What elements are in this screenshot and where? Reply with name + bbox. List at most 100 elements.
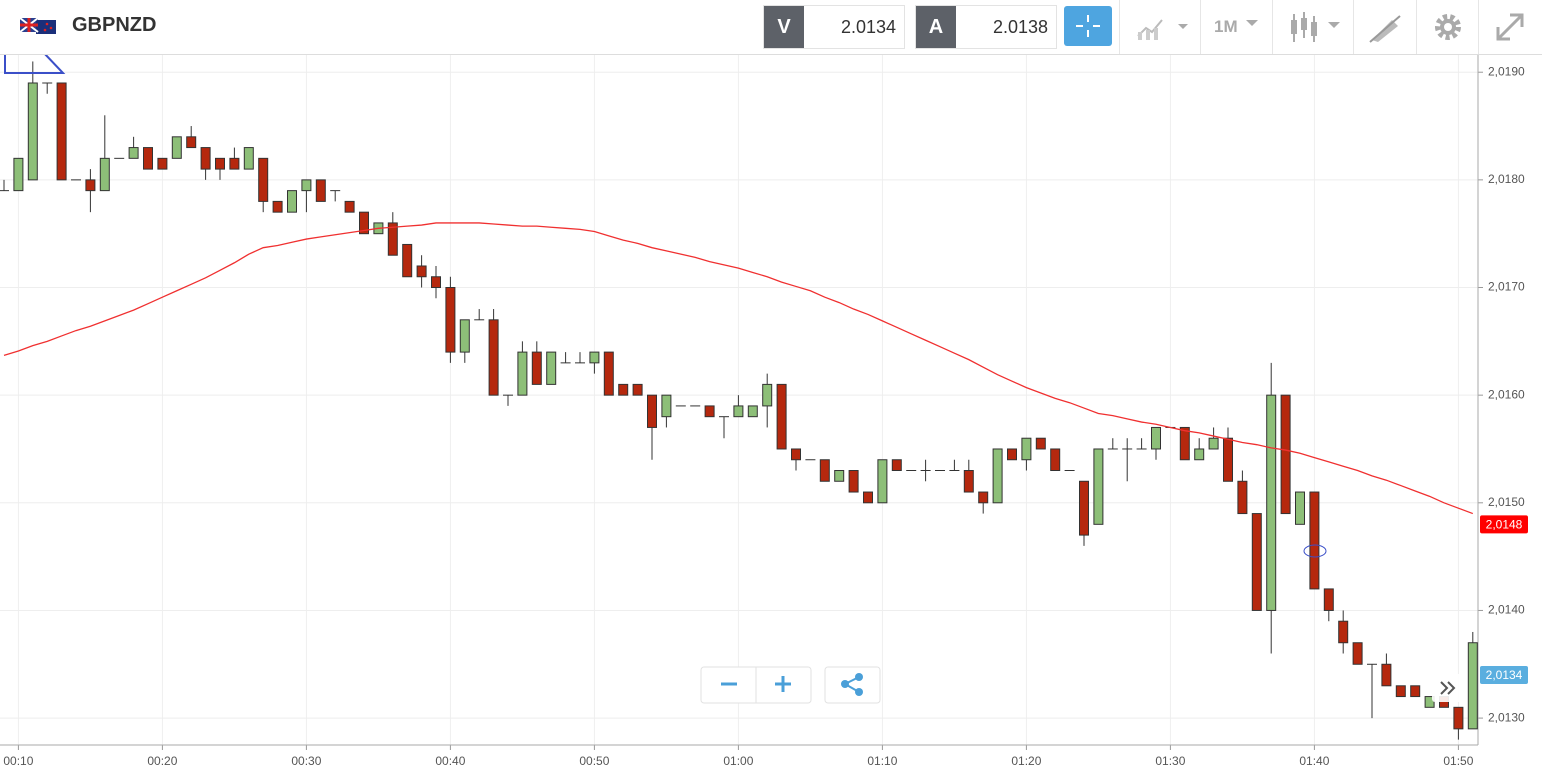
candle-body [157,157,168,170]
fullscreen-button[interactable] [1490,7,1530,47]
y-tick-label: 2,0180 [1488,172,1525,186]
candle-body [819,459,830,482]
candle-body [632,383,643,396]
x-tick-label: 01:20 [1011,754,1041,768]
moving-average-line [3,222,1474,515]
sell-quote[interactable]: V 2.0134 [763,5,905,49]
drawn-ellipse [1303,544,1327,558]
candle-body [171,136,182,159]
candle-body [1079,480,1089,536]
candle-body [733,405,744,418]
candle-body [531,351,542,385]
candle-body [13,157,24,192]
draw-button[interactable] [1366,8,1406,48]
candle-body [1323,588,1334,611]
candle-body [834,470,845,482]
separator [1272,0,1273,54]
symbol: GBPNZD [72,14,157,36]
x-tick-label: 01:50 [1443,754,1473,768]
price-tag [1480,515,1528,534]
candle-body [1223,437,1233,482]
candle-body [27,82,38,181]
candle-body [589,351,600,364]
crosshair-button[interactable] [1064,6,1112,46]
candle-body [1424,696,1435,708]
chevron [1440,681,1449,695]
candle-body [747,405,758,418]
candle-body [128,147,139,159]
candle-body [1309,491,1320,590]
x-tick-label: 00:40 [435,754,465,768]
zoom-in-button[interactable] [775,676,791,692]
candle-body [56,82,67,181]
chart-type-button[interactable] [1132,8,1192,48]
candle-body [1237,480,1248,515]
candle-body [776,383,787,450]
candle-body [603,351,614,396]
caret [1246,20,1258,26]
x-tick-label: 01:40 [1299,754,1329,768]
candle-body [661,394,672,418]
x-tick-label: 00:20 [147,754,177,768]
separator [1416,0,1417,54]
x-tick-label: 00:50 [579,754,609,768]
toolbar: GBPNZD V 2.0134 A 2.0138 1M [0,0,1542,55]
x-tick-label: 01:10 [867,754,897,768]
zoom-controls [700,666,812,704]
candle-body [1280,394,1291,515]
candle-body [186,136,197,149]
candle-body [877,459,888,504]
sell-label: V [764,6,804,48]
candle-body [1035,437,1046,450]
candle-body [1352,642,1363,665]
scroll-right-button[interactable] [1432,674,1464,702]
timeframe-button[interactable]: 1M [1214,17,1238,36]
candle-body [1251,513,1262,611]
candle-body [85,179,96,192]
candle-body [1266,394,1277,611]
y-tick-label: 2,0140 [1488,603,1525,617]
candle-body [863,491,873,504]
flag-icon [19,17,56,34]
y-tick-label: 2,0160 [1488,387,1525,401]
candle-body [215,157,225,170]
candle-body [416,265,427,278]
candle-body [1179,426,1190,461]
candle-body [978,491,989,504]
candle-body [143,147,153,170]
candle-body [848,470,859,493]
settings-button[interactable] [1428,7,1468,47]
candle-body [1453,706,1464,730]
candle-body [546,351,557,385]
buy-label: A [916,6,956,48]
y-tick-label: 2,0190 [1488,64,1525,78]
candle-body [1050,448,1061,472]
candle-body [1007,448,1017,461]
candle-body [402,243,413,278]
buy-quote[interactable]: A 2.0138 [915,5,1057,49]
candle-body [1093,448,1104,525]
y-tick-label: 2,0130 [1488,710,1525,724]
candle-body [99,157,110,192]
candle-body [1338,620,1349,644]
x-tick-label: 00:30 [291,754,321,768]
plot-background [0,55,1478,745]
candle-body [459,319,470,353]
chevron [1447,681,1456,695]
candle-body [200,147,211,170]
candle-body [488,319,499,396]
candle-body [315,179,326,202]
candle-style-button[interactable] [1284,8,1354,48]
candle-body [762,383,773,407]
candle-body [301,179,312,192]
separator [1200,0,1201,54]
candle-body [992,448,1003,504]
candle-body [445,287,456,353]
separator [1353,0,1354,54]
candle-body [1151,426,1161,450]
candle-body [287,190,297,213]
candle-body [647,394,657,428]
share-button[interactable] [824,666,884,706]
